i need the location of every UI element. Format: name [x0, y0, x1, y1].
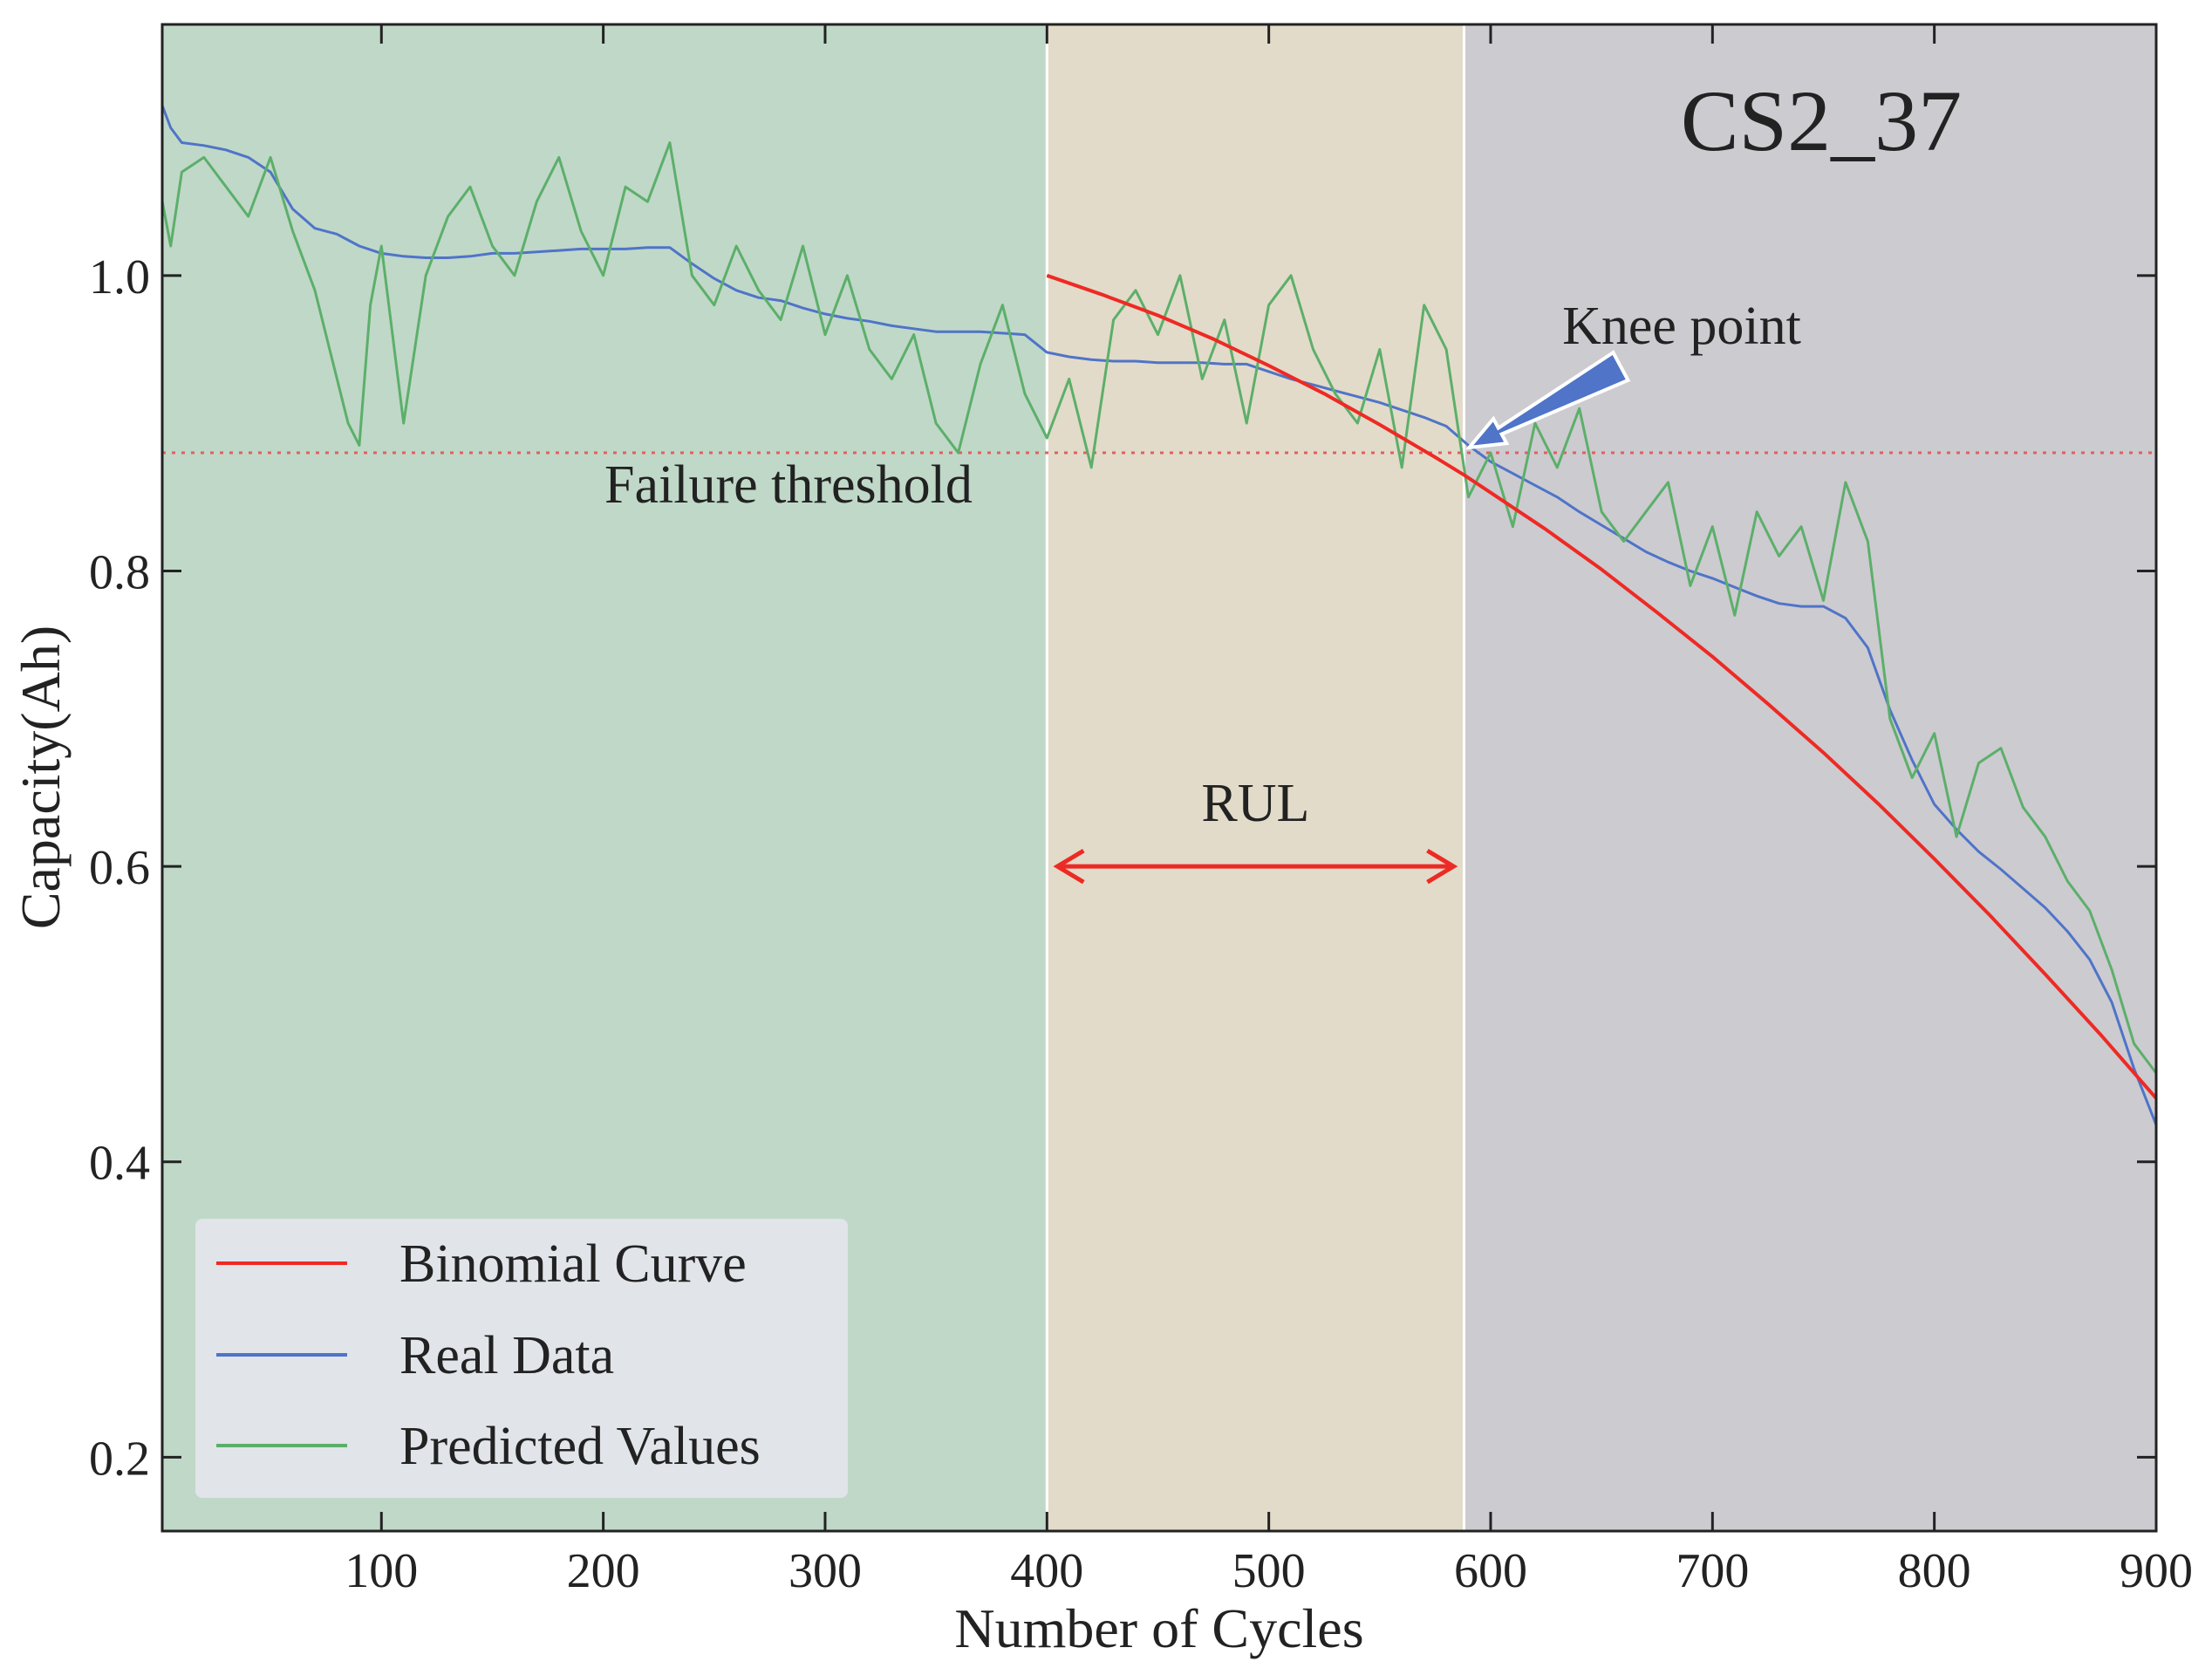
rul-annotation: RUL [1053, 774, 1458, 885]
x-tick-label-400: 400 [1010, 1544, 1083, 1598]
rul-arrow-left-head [1053, 848, 1085, 885]
x-tick-label-500: 500 [1232, 1544, 1306, 1598]
x-tick-label-900: 900 [2120, 1544, 2193, 1598]
series-line-predicted-values [162, 141, 2156, 1075]
legend-label-predicted-values: Predicted Values [399, 1417, 761, 1476]
x-tick-label-100: 100 [345, 1544, 418, 1598]
x-tick-label-300: 300 [789, 1544, 862, 1598]
chart-title: CS2_37 [1681, 72, 1962, 169]
legend-label-binomial-curve: Binomial Curve [399, 1234, 747, 1294]
y-tick-label-0.6: 0.6 [89, 841, 150, 895]
legend-box [195, 1219, 848, 1498]
x-tick-label-700: 700 [1676, 1544, 1749, 1598]
rul-arrow-right-head [1426, 848, 1458, 885]
failure-threshold-label: Failure threshold [604, 455, 973, 515]
y-tick-label-0.8: 0.8 [89, 545, 150, 599]
plot-frame [160, 23, 2158, 1533]
y-tick-label-1: 1.0 [89, 250, 150, 304]
axis-ticks: 100 200 300 400 500 600 700 800 900 0.2 0.4 0.6 0.8 1… [89, 24, 2193, 1598]
y-tick-label-0.2: 0.2 [89, 1432, 150, 1486]
knee-point-label: Knee point [1562, 297, 1801, 356]
knee-point-annotation: Knee point [1464, 297, 1801, 450]
region-rul [1047, 24, 1464, 1531]
x-tick-label-200: 200 [567, 1544, 640, 1598]
y-axis-label: Capacity(Ah) [10, 626, 72, 929]
x-axis-label: Number of Cycles [954, 1597, 1363, 1659]
region-post-knee [1464, 24, 2156, 1531]
series-group [162, 101, 2156, 1125]
legend-label-real-data: Real Data [399, 1326, 614, 1385]
knee-point-arrow [1464, 350, 1631, 450]
series-line-binomial-curve [1046, 273, 2156, 1100]
x-tick-label-800: 800 [1898, 1544, 1971, 1598]
x-tick-label-600: 600 [1454, 1544, 1527, 1598]
rul-label: RUL [1201, 774, 1309, 833]
legend: Binomial Curve Real Data Predicted Value… [195, 1219, 848, 1498]
y-tick-label-0.4: 0.4 [89, 1137, 150, 1191]
series-line-real-data [162, 101, 2156, 1125]
